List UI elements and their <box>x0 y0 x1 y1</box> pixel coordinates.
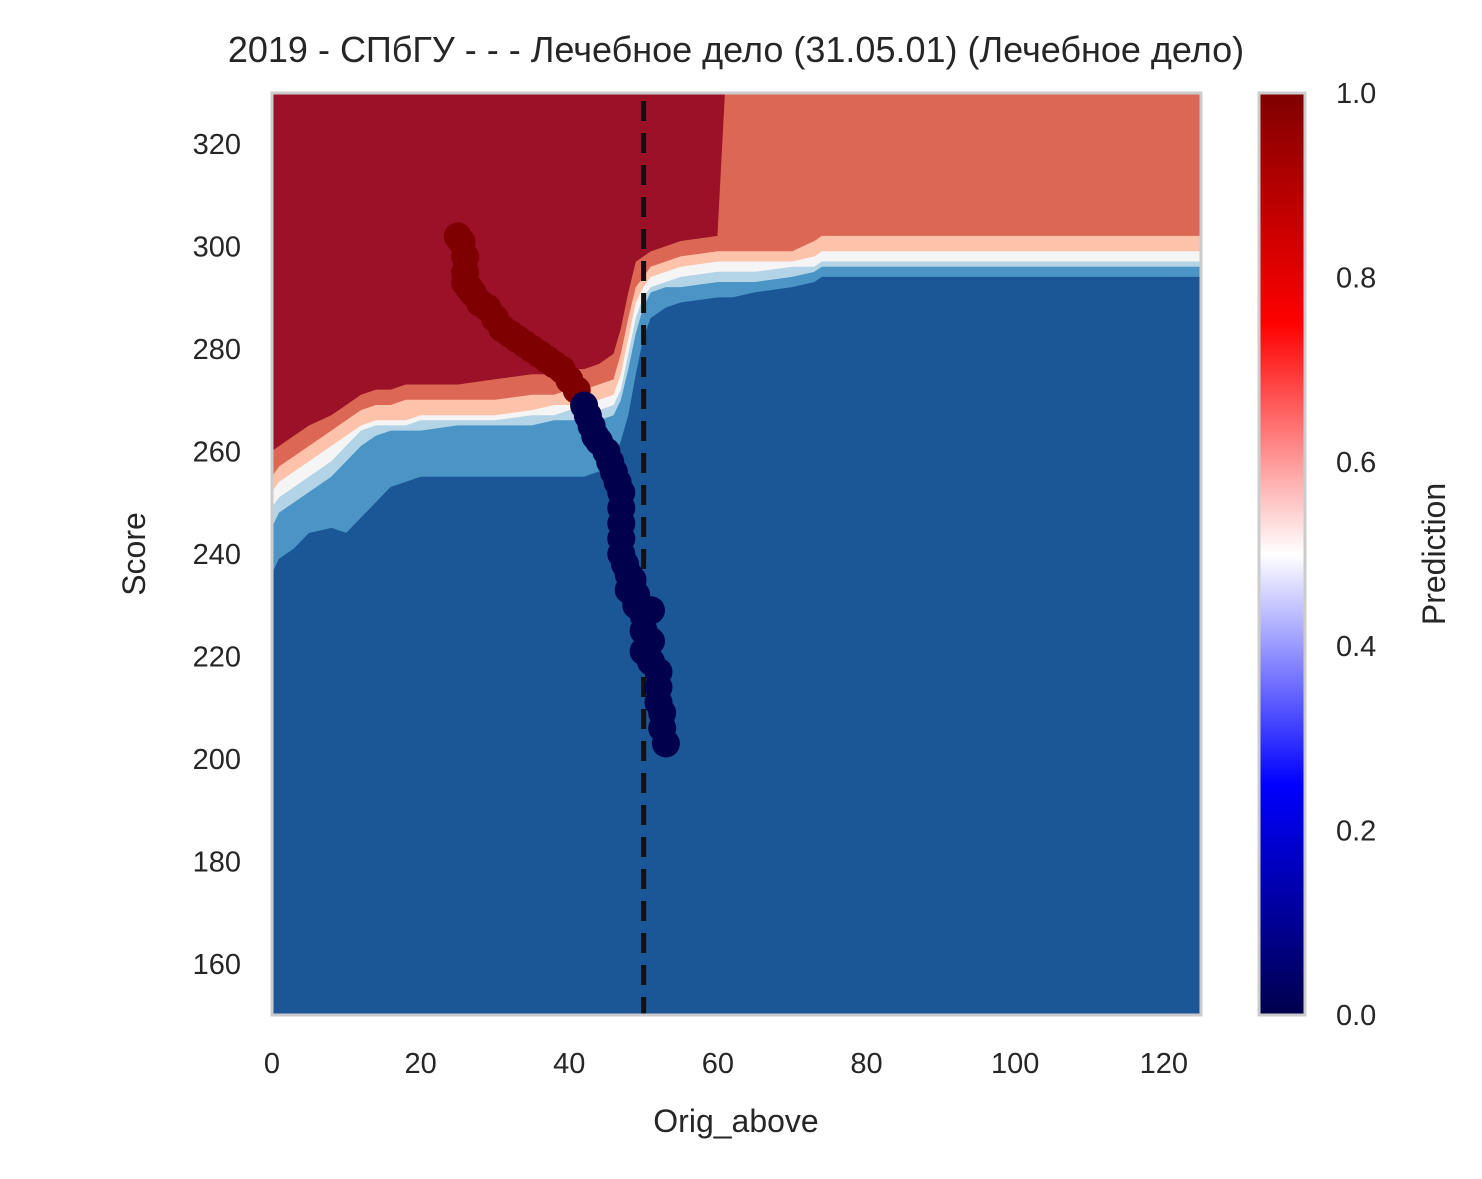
x-tick-label: 60 <box>702 1048 734 1080</box>
y-tick-label: 260 <box>193 437 241 469</box>
data-point <box>637 627 665 656</box>
colorbar-tick-label: 0.8 <box>1336 262 1376 294</box>
chart-title: 2019 - СПбГУ - - - Лечебное дело (31.05.… <box>228 29 1244 70</box>
data-points <box>443 222 680 758</box>
colorbar-tick-label: 1.0 <box>1336 78 1376 110</box>
colorbar-ticks: 0.0 0.2 0.4 0.6 0.8 1.0 <box>1336 78 1376 1032</box>
colorbar-tick-label: 0.2 <box>1336 816 1376 848</box>
x-tick-label: 20 <box>405 1048 437 1080</box>
y-tick-label: 320 <box>193 129 241 161</box>
x-tick-label: 40 <box>553 1048 585 1080</box>
x-axis: 0 20 40 60 80 100 120 <box>264 1048 1188 1080</box>
contour-regions <box>272 93 1201 1015</box>
y-tick-label: 240 <box>193 539 241 571</box>
y-tick-label: 300 <box>193 232 241 264</box>
colorbar-tick-label: 0.4 <box>1336 631 1376 663</box>
colorbar-tick-label: 0.6 <box>1336 447 1376 479</box>
data-point <box>637 596 665 625</box>
colorbar <box>1257 91 1307 1017</box>
y-tick-label: 220 <box>193 641 241 673</box>
contour-region <box>272 276 1201 1015</box>
x-axis-label: Orig_above <box>653 1103 818 1139</box>
y-axis-label: Score <box>116 512 152 596</box>
data-point <box>651 729 680 758</box>
x-tick-label: 80 <box>850 1048 882 1080</box>
y-tick-label: 160 <box>193 949 241 981</box>
y-axis: 160 180 200 220 240 260 280 300 320 <box>193 129 241 981</box>
colorbar-label: Prediction <box>1416 483 1452 625</box>
y-tick-label: 180 <box>193 846 241 878</box>
colorbar-tick-label: 0.0 <box>1336 1000 1376 1032</box>
plot-frame <box>270 91 1203 1017</box>
x-tick-label: 120 <box>1140 1048 1188 1080</box>
x-tick-label: 100 <box>991 1048 1039 1080</box>
x-tick-label: 0 <box>264 1048 280 1080</box>
y-tick-label: 280 <box>193 334 241 366</box>
y-tick-label: 200 <box>193 744 241 776</box>
